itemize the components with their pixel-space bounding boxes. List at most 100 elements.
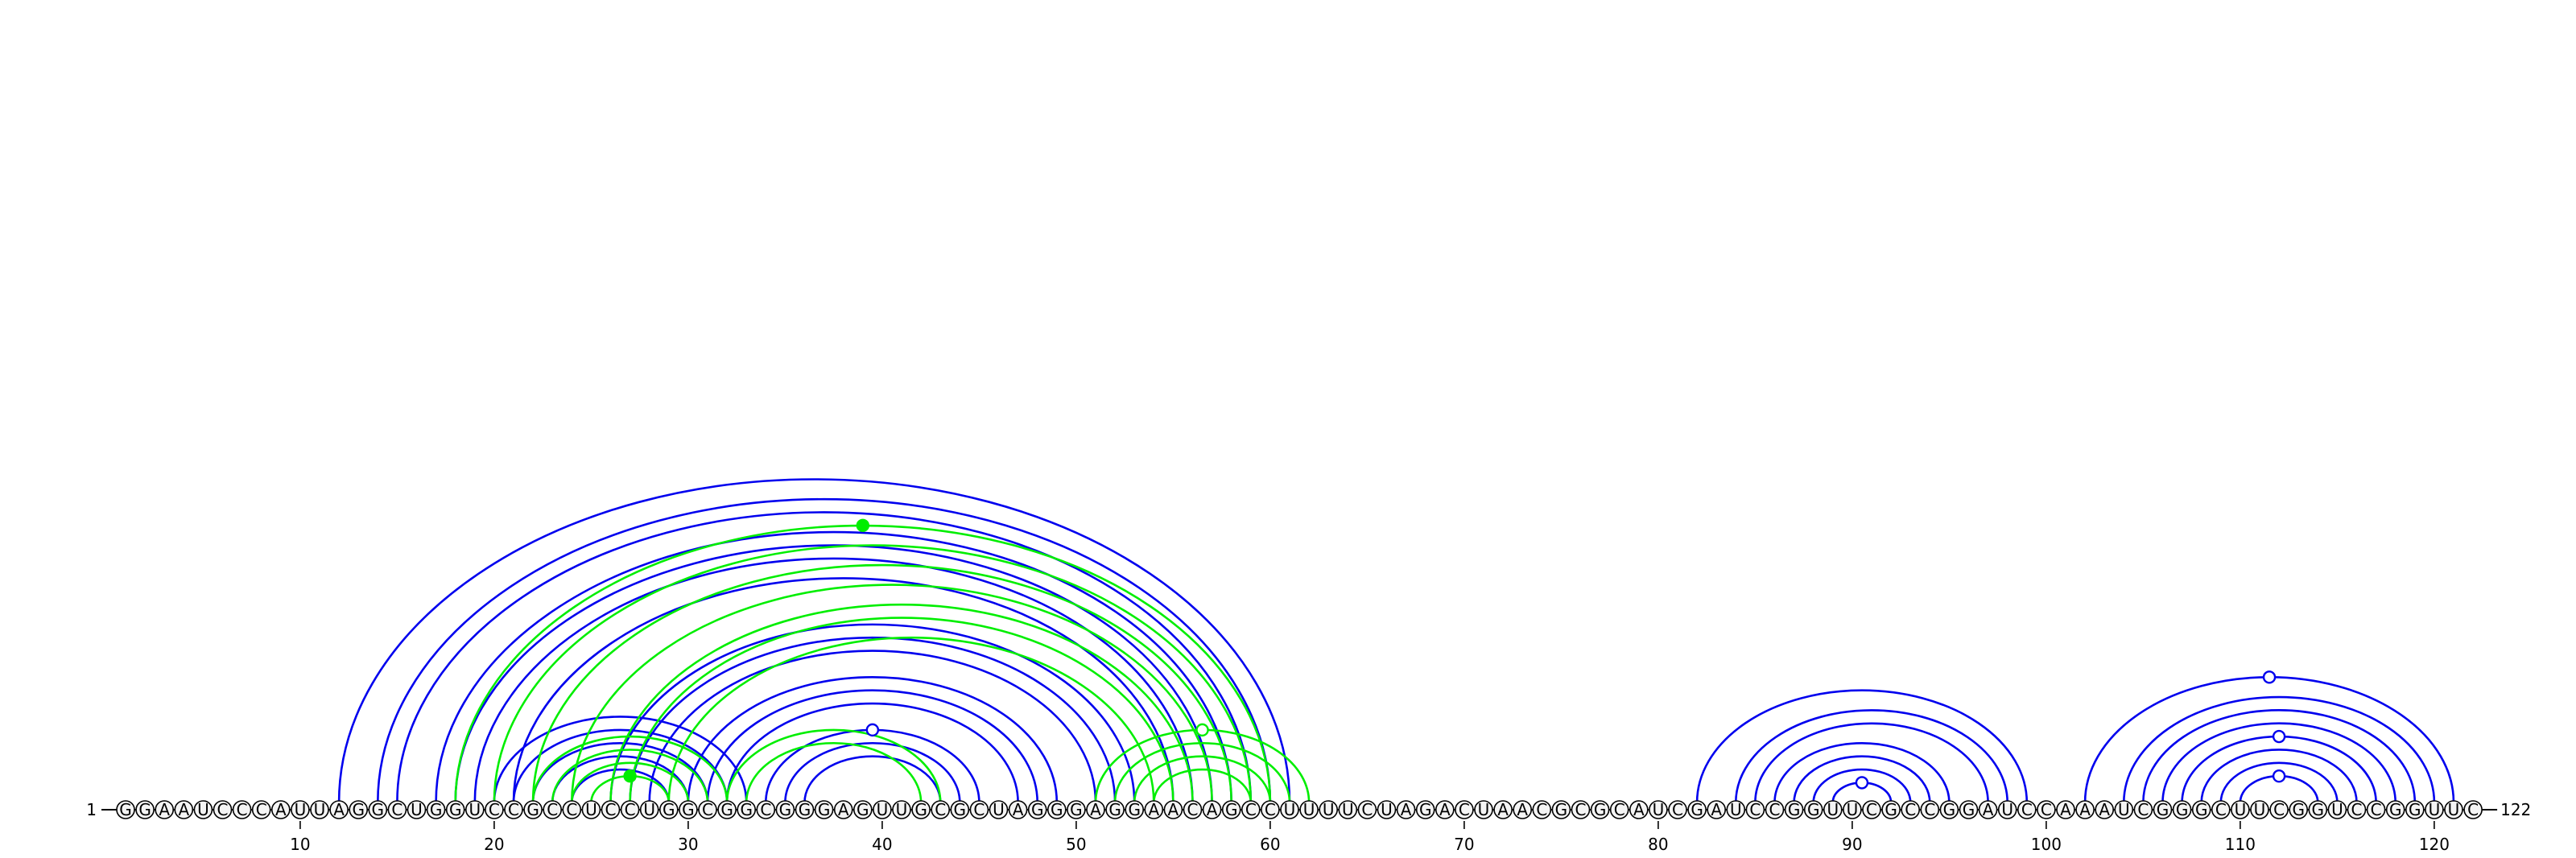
nucleotide: G: [1784, 800, 1804, 819]
structure-a-arc-30-49: [687, 676, 1059, 803]
nucleotide: G: [1590, 800, 1610, 819]
tick-label: 10: [290, 835, 310, 854]
svg-text:U: U: [2429, 800, 2441, 819]
structure-b-arc-20-59: [493, 544, 1253, 803]
tick-label: 70: [1454, 835, 1474, 854]
nucleotide: G: [1551, 800, 1571, 819]
tick-label: 100: [2031, 835, 2062, 854]
nucleotide: C: [387, 800, 407, 819]
svg-text:G: G: [526, 800, 539, 819]
svg-text:G: G: [1885, 800, 1897, 819]
svg-text:G: G: [954, 800, 967, 819]
nucleotide: G: [911, 800, 931, 819]
nucleotide: G: [1221, 800, 1241, 819]
structure-b-arc-26-56: [609, 603, 1194, 803]
nucleotide: C: [2463, 800, 2483, 819]
svg-text:C: C: [1866, 800, 1877, 819]
nucleotide: A: [1435, 800, 1455, 819]
svg-text:A: A: [2079, 800, 2091, 819]
nucleotide: U: [1280, 800, 1299, 819]
svg-text:A: A: [178, 800, 189, 819]
structure-a-arc-84-98: [1735, 709, 2008, 803]
structure-a-arc-82-99: [1695, 689, 2029, 803]
svg-text:U: U: [585, 800, 597, 819]
hairpin-marker-27: [623, 769, 637, 783]
svg-text:C: C: [1924, 800, 1935, 819]
svg-text:A: A: [333, 800, 345, 819]
nucleotide: U: [2327, 800, 2347, 819]
svg-text:C: C: [1459, 800, 1470, 819]
nucleotide: A: [1202, 800, 1222, 819]
svg-text:G: G: [2292, 800, 2305, 819]
nucleotide: A: [174, 800, 194, 819]
structure-a-arc-102-121: [2083, 676, 2455, 803]
nucleotide: G: [1959, 800, 1979, 819]
hairpin-marker-56: [1195, 723, 1209, 737]
structure-b-arc-29-54: [667, 636, 1155, 803]
structure-a-arc-17-58: [435, 530, 1232, 803]
svg-text:C: C: [547, 800, 558, 819]
nucleotide: C: [2017, 800, 2037, 819]
nucleotide: U: [1377, 800, 1397, 819]
nucleotide: U: [2231, 800, 2250, 819]
nucleotide: G: [2385, 800, 2405, 819]
svg-text:C: C: [935, 800, 946, 819]
svg-text:C: C: [1187, 800, 1199, 819]
svg-text:U: U: [411, 800, 423, 819]
svg-text:G: G: [2176, 800, 2189, 819]
nucleotide: C: [1901, 800, 1920, 819]
svg-text:U: U: [1381, 800, 1393, 819]
nucleotide: C: [2037, 800, 2056, 819]
svg-text:U: U: [1284, 800, 1296, 819]
nucleotide: G: [737, 800, 757, 819]
svg-text:C: C: [1614, 800, 1625, 819]
nucleotide: C: [2366, 800, 2386, 819]
structure-b-arc-52-61: [1113, 741, 1291, 803]
svg-text:U: U: [2001, 800, 2013, 819]
nucleotide: C: [698, 800, 717, 819]
nucleotide: G: [853, 800, 873, 819]
svg-text:U: U: [1730, 800, 1742, 819]
svg-text:G: G: [1690, 800, 1703, 819]
nucleotide: C: [485, 800, 504, 819]
structure-a-arc-32-47: [725, 702, 1019, 803]
svg-text:G: G: [119, 800, 132, 819]
loop-markers: [623, 518, 2286, 790]
svg-text:A: A: [838, 800, 849, 819]
svg-text:G: G: [372, 800, 385, 819]
structure-b-arc-51-62: [1094, 728, 1311, 803]
svg-text:C: C: [2273, 800, 2285, 819]
nucleotide: U: [407, 800, 427, 819]
structure-a-arc-28-51: [648, 650, 1097, 803]
structure-a-arc-15-59: [396, 511, 1253, 803]
nucleotide: C: [213, 800, 233, 819]
structure-b-arc-32-43: [725, 728, 942, 803]
nucleotide: A: [1978, 800, 1998, 819]
svg-text:G: G: [1594, 800, 1607, 819]
nucleotide: G: [1125, 800, 1144, 819]
nucleotide: A: [1086, 800, 1105, 819]
nucleotide: G: [717, 800, 737, 819]
nucleotide: C: [1241, 800, 1261, 819]
nucleotide: C: [232, 800, 252, 819]
svg-text:U: U: [2448, 800, 2460, 819]
nucleotide: U: [1299, 800, 1319, 819]
svg-text:G: G: [138, 800, 151, 819]
nucleotide: G: [426, 800, 446, 819]
svg-text:U: U: [1303, 800, 1315, 819]
tick-label: 80: [1648, 835, 1668, 854]
structure-a-arc-85-97: [1754, 722, 1989, 803]
nucleotide: C: [2269, 800, 2289, 819]
nucleotide: G: [1047, 800, 1067, 819]
structure-b-arc-24-30: [571, 761, 690, 803]
nucleotide: C: [1571, 800, 1591, 819]
nucleotide: C: [562, 800, 582, 819]
nucleotide: G: [445, 800, 465, 819]
nucleotide: U: [1649, 800, 1668, 819]
nucleotide: G: [2405, 800, 2425, 819]
hairpin-marker-90: [1855, 776, 1869, 790]
nucleotide: G: [679, 800, 698, 819]
svg-text:G: G: [1225, 800, 1238, 819]
svg-text:A: A: [159, 800, 170, 819]
